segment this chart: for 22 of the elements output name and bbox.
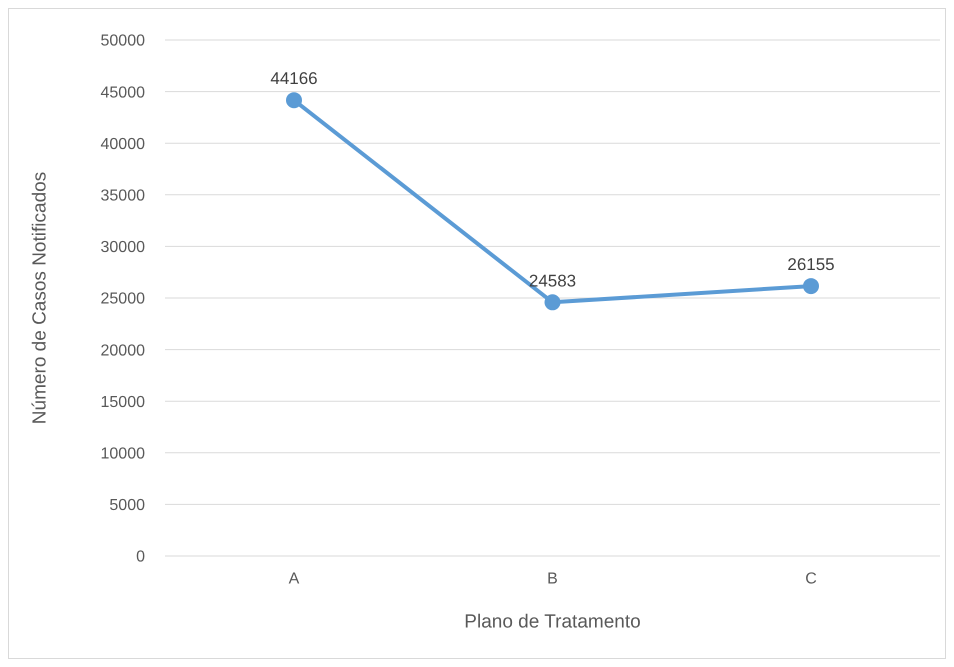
x-tick-label: A	[288, 570, 300, 588]
y-tick-label: 10000	[100, 445, 146, 462]
y-tick-label: 40000	[100, 136, 146, 153]
point	[803, 278, 819, 294]
x-axis-title: Plano de Tratamento	[464, 611, 641, 632]
y-axis-title: Número de Casos Notificados	[30, 172, 51, 424]
y-tick-label: 0	[136, 548, 146, 566]
y-tick-label: 15000	[100, 394, 146, 411]
y-tick-label: 35000	[100, 187, 146, 204]
data-label: 44166	[270, 69, 318, 88]
y-tick-label: 50000	[100, 32, 146, 50]
point	[544, 294, 560, 310]
y-tick-label: 5000	[109, 497, 146, 514]
y-tick-label: 25000	[100, 290, 146, 308]
y-tick-label: 30000	[100, 239, 146, 256]
data-label: 24583	[528, 271, 576, 290]
point	[286, 92, 302, 108]
y-tick-label: 20000	[100, 342, 146, 360]
x-tick-label: C	[805, 570, 817, 588]
data-label: 26155	[787, 255, 835, 274]
x-tick-label: B	[547, 570, 558, 588]
y-tick-label: 45000	[100, 84, 146, 102]
